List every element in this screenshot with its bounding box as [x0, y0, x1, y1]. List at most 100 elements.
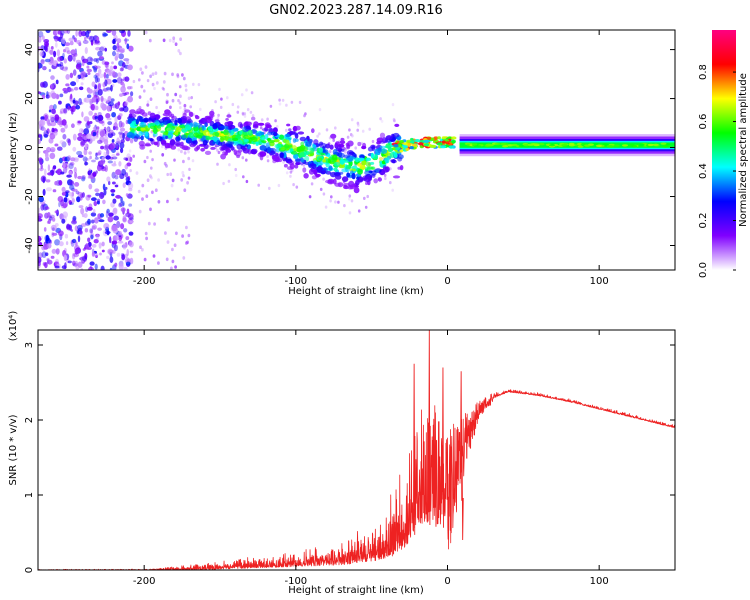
spectrogram-halo-blob: [337, 200, 340, 204]
spectrogram-band-highlight: [502, 145, 509, 148]
spectrogram-band-highlight: [652, 143, 659, 146]
spectrogram-ridge-blob: [264, 122, 271, 128]
spectrogram-noise-blob: [125, 236, 130, 241]
spectrogram-noise-blob: [81, 111, 84, 118]
spectrogram-noise-blob: [45, 179, 51, 183]
spectrogram-ridge-blob: [229, 124, 236, 129]
spectrogram-noise-blob: [55, 248, 60, 255]
spectrogram-noise-blob: [170, 266, 173, 270]
spectrogram-noise-blob: [110, 189, 116, 193]
spectrogram-noise-blob: [185, 225, 188, 230]
spectrogram-noise-blob: [94, 263, 98, 270]
spectrogram-noise-blob: [78, 98, 82, 106]
spectrogram-y-tick-label: 0: [24, 144, 35, 150]
spectrogram-ridge-blob: [363, 176, 371, 183]
spectrogram-ridge-blob: [170, 118, 175, 123]
spectrogram-band-highlight: [613, 144, 620, 147]
spectrogram-noise-blob: [149, 97, 153, 101]
spectrogram-ridge-blob: [230, 146, 235, 151]
spectrogram-noise-blob: [139, 245, 142, 249]
spectrogram-halo-blob: [259, 126, 263, 130]
spectrogram-ridge-blob: [194, 114, 199, 119]
snr-spike: [460, 371, 463, 501]
spectrogram-noise-blob: [143, 159, 147, 164]
spectrogram-noise-blob: [104, 61, 109, 68]
spectrogram-noise-blob: [59, 108, 66, 114]
spectrogram-halo-blob: [161, 86, 165, 90]
spectrogram-noise-blob: [129, 257, 134, 265]
spectrogram-ridge-blob: [232, 137, 239, 141]
spectrogram-ridge-blob: [244, 138, 249, 142]
spectrogram-hotspot: [429, 144, 437, 148]
spectrogram-halo-blob: [129, 169, 132, 173]
spectrogram-halo-blob: [391, 188, 395, 192]
spectrogram-noise-blob: [65, 241, 69, 246]
spectrogram-noise-blob: [93, 58, 98, 62]
spectrogram-ridge-blob: [333, 167, 338, 172]
spectrogram-noise-blob: [61, 141, 67, 148]
spectrogram-halo-blob: [249, 110, 253, 114]
spectrogram-ridge-blob: [359, 165, 366, 170]
spectrogram-noise-blob: [146, 103, 150, 107]
spectrogram-noise-blob: [102, 33, 108, 37]
spectrogram-ridge-blob: [214, 131, 220, 137]
spectrogram-ridge-blob: [357, 141, 362, 147]
spectrogram-hotspot: [417, 142, 424, 146]
spectrogram-noise-blob: [38, 31, 44, 38]
spectrogram-noise-blob: [117, 101, 121, 106]
spectrogram-noise-blob: [60, 171, 65, 175]
spectrogram-noise-blob: [86, 61, 93, 65]
spectrogram-ridge-blob: [199, 129, 207, 134]
spectrogram-noise-blob: [118, 53, 124, 60]
spectrogram-noise-blob: [103, 145, 109, 151]
spectrogram-halo-blob: [316, 134, 319, 138]
spectrogram-halo-blob: [346, 135, 350, 139]
colorbar-tick-label: 0.6: [698, 114, 709, 130]
spectrogram-halo-blob: [217, 113, 220, 117]
spectrogram-noise-blob: [77, 175, 83, 180]
spectrogram-ridge-blob: [340, 137, 345, 142]
spectrogram-noise-blob: [107, 216, 114, 223]
spectrogram-noise-blob: [54, 114, 60, 121]
spectrogram-ridge-blob: [261, 128, 268, 132]
spectrogram-noise-blob: [62, 52, 65, 59]
spectrogram-band-highlight: [500, 142, 507, 146]
spectrogram-noise-blob: [144, 231, 148, 236]
spectrogram-ridge-blob: [393, 152, 398, 159]
spectrogram-halo-blob: [228, 163, 231, 167]
spectrogram-noise-blob: [122, 105, 129, 113]
spectrogram-noise-blob: [166, 199, 169, 204]
spectrogram-noise-blob: [111, 240, 118, 245]
spectrogram-noise-blob: [106, 230, 110, 236]
spectrogram-noise-blob: [67, 105, 71, 111]
spectrogram-noise-blob: [88, 110, 93, 116]
spectrogram-ridge-blob: [387, 147, 394, 153]
spectrogram-noise-blob: [49, 132, 56, 140]
spectrogram-halo-blob: [146, 103, 149, 107]
spectrogram-noise-blob: [56, 63, 62, 67]
spectrogram-hotspot: [441, 136, 447, 140]
spectrogram-ridge-blob: [227, 121, 234, 125]
spectrogram-noise-blob: [71, 188, 78, 192]
spectrogram-x-tick-label: -200: [133, 276, 156, 287]
spectrogram-band-highlight: [568, 144, 575, 147]
spectrogram-hotspot: [436, 142, 443, 146]
spectrogram-noise-blob: [108, 249, 114, 254]
snr-marks: [38, 330, 675, 570]
spectrogram-halo-blob: [190, 96, 193, 100]
spectrogram-ridge-blob: [308, 168, 315, 175]
spectrogram-noise-blob: [104, 79, 108, 87]
spectrogram-noise-blob: [116, 42, 120, 49]
spectrogram-ridge-blob: [358, 157, 365, 161]
spectrogram-noise-blob: [87, 120, 90, 126]
spectrogram-halo-blob: [227, 179, 231, 183]
spectrogram-noise-blob: [43, 127, 47, 133]
spectrogram-ridge-blob: [288, 131, 296, 135]
spectrogram-noise-blob: [179, 37, 183, 41]
spectrogram-noise-blob: [105, 73, 109, 79]
snr-y-tick-label: 2: [24, 417, 35, 423]
spectrogram-noise-blob: [62, 211, 68, 218]
spectrogram-halo-blob: [157, 111, 161, 115]
spectrogram-noise-blob: [45, 30, 51, 34]
spectrogram-halo-blob: [348, 211, 352, 215]
